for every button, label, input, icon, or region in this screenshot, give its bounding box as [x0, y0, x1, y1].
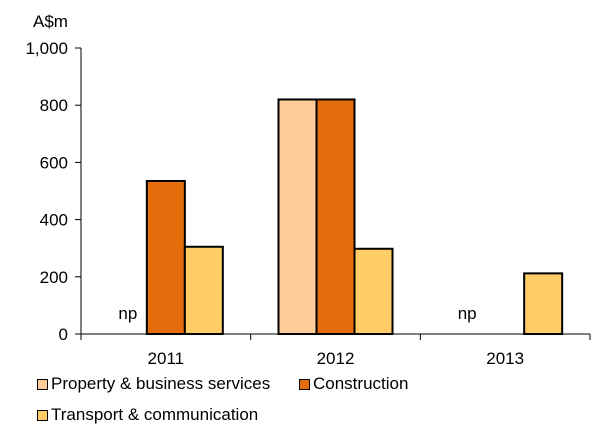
y-unit-label: A$m	[33, 12, 68, 31]
y-tick-label: 0	[59, 325, 68, 344]
bar	[183, 245, 224, 336]
annotations: np np	[118, 304, 476, 323]
bar	[353, 247, 394, 335]
x-tick-label: 2013	[486, 349, 524, 368]
x-tick-label: 2012	[317, 349, 355, 368]
bar	[315, 98, 356, 336]
bar	[523, 272, 564, 336]
x-tick-label: 2011	[148, 349, 185, 368]
bars	[145, 98, 564, 336]
y-axis: 0 200 400 600 800 1,000	[25, 39, 82, 344]
y-tick-label: 400	[40, 211, 68, 230]
y-tick-label: 800	[40, 96, 68, 115]
bar	[277, 98, 318, 336]
y-tick-label: 200	[40, 268, 68, 287]
y-tick-label: 1,000	[25, 39, 68, 58]
bar	[145, 179, 186, 335]
annotation-label: np	[458, 304, 477, 323]
y-tick-label: 600	[40, 153, 68, 172]
annotation-label: np	[118, 304, 137, 323]
x-axis: 2011 2012 2013	[80, 333, 591, 368]
